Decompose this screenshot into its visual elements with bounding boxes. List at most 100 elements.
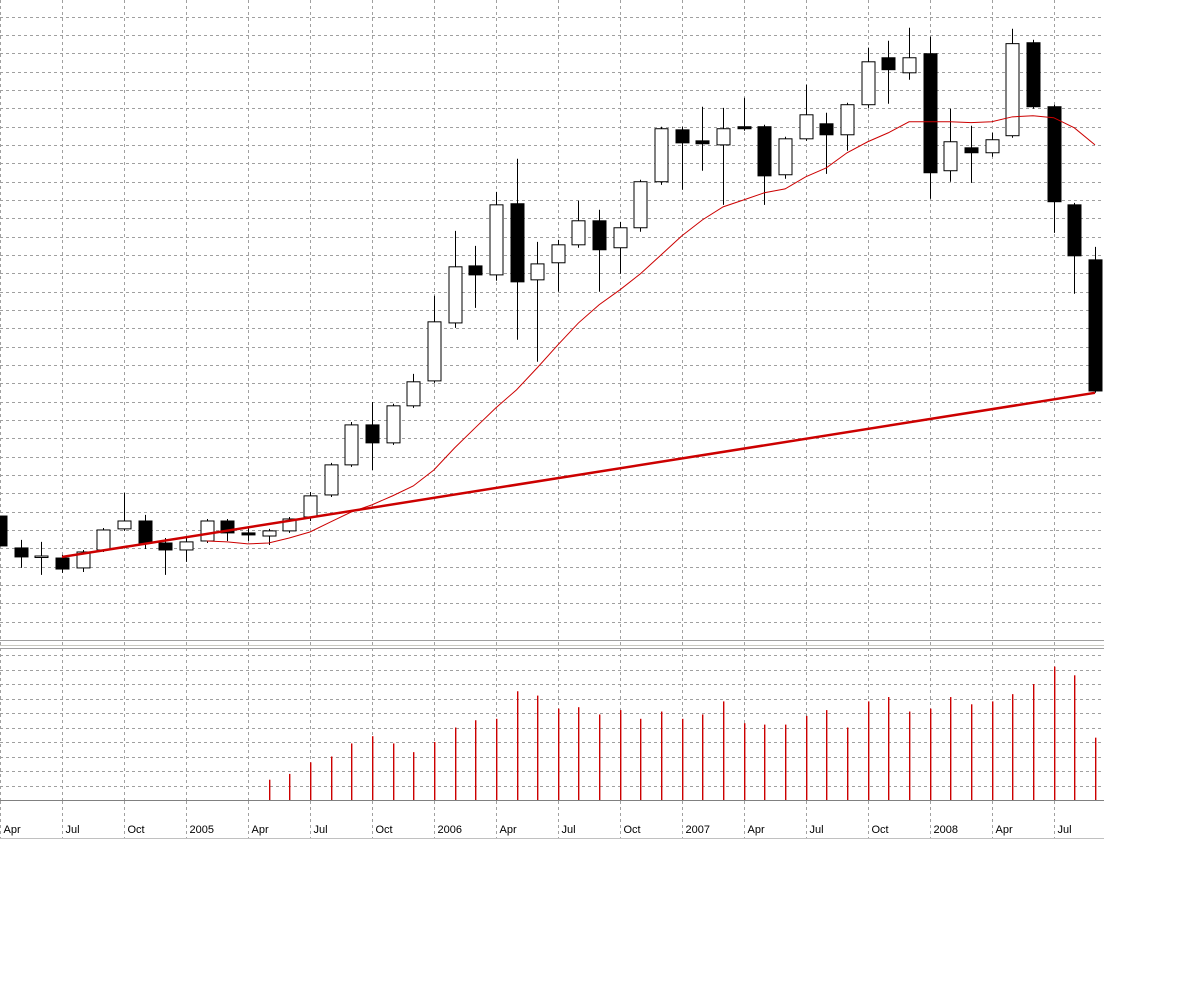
volume-bar bbox=[888, 697, 890, 800]
candle-body bbox=[489, 204, 504, 276]
volume-bar bbox=[599, 714, 601, 800]
candle-body bbox=[840, 104, 855, 136]
candle-body bbox=[324, 464, 339, 496]
volume-bar bbox=[950, 697, 952, 800]
volume-bar bbox=[496, 718, 498, 800]
candle-body bbox=[778, 138, 793, 176]
volume-bar bbox=[826, 710, 828, 800]
candle-body bbox=[55, 557, 70, 570]
candle-body bbox=[96, 529, 111, 551]
volume-bar bbox=[578, 707, 580, 800]
x-tick-label: 2006 bbox=[438, 824, 462, 836]
candle-body bbox=[985, 139, 1000, 154]
x-tick-label: Oct bbox=[624, 824, 641, 836]
x-tick-label: Jul bbox=[562, 824, 576, 836]
candle-body bbox=[757, 126, 772, 177]
volume-bar bbox=[537, 695, 539, 800]
candle-body bbox=[200, 520, 215, 542]
volume-bar bbox=[1074, 675, 1076, 800]
candle-body bbox=[799, 114, 814, 140]
volume-bar bbox=[517, 691, 519, 800]
candle-body bbox=[1026, 42, 1041, 108]
volume-bar bbox=[930, 708, 932, 800]
candle-body bbox=[1047, 106, 1062, 203]
candle-body bbox=[0, 515, 8, 547]
candle-body bbox=[448, 266, 463, 324]
volume-bar bbox=[558, 708, 560, 800]
candle-body bbox=[819, 123, 834, 136]
candle-body bbox=[1005, 43, 1020, 137]
volume-bar bbox=[661, 711, 663, 800]
candle-body bbox=[344, 424, 359, 466]
volume-bar bbox=[764, 724, 766, 800]
candle-body bbox=[427, 321, 442, 382]
candle-body bbox=[386, 405, 401, 444]
candle-body bbox=[241, 532, 256, 536]
candle-body bbox=[282, 518, 297, 532]
candle-body bbox=[695, 140, 710, 145]
candle-body bbox=[923, 53, 938, 174]
candle-body bbox=[571, 220, 586, 246]
candle-body bbox=[964, 147, 979, 154]
volume-bar bbox=[785, 724, 787, 800]
candle-body bbox=[468, 265, 483, 276]
volume-bar bbox=[640, 718, 642, 800]
x-tick-label: 2007 bbox=[686, 824, 710, 836]
volume-bar bbox=[1095, 737, 1097, 800]
candle-body bbox=[14, 547, 29, 558]
volume-bar bbox=[620, 710, 622, 800]
candle-body bbox=[138, 520, 153, 544]
candle-body bbox=[158, 542, 173, 551]
volume-bar bbox=[455, 727, 457, 800]
volume-bar bbox=[909, 711, 911, 800]
x-tick-label: Jul bbox=[66, 824, 80, 836]
candle-body bbox=[613, 227, 628, 249]
candle-body bbox=[716, 128, 731, 146]
x-tick-label: Jul bbox=[810, 824, 824, 836]
volume-bar bbox=[289, 773, 291, 800]
volume-bar bbox=[992, 701, 994, 800]
candle-body bbox=[76, 551, 91, 569]
x-tick-label: Oct bbox=[376, 824, 393, 836]
candle-body bbox=[592, 220, 607, 251]
x-tick-label: Jul bbox=[1058, 824, 1072, 836]
x-tick-label: Apr bbox=[748, 824, 765, 836]
candle-body bbox=[861, 61, 876, 106]
volume-bar bbox=[1012, 694, 1014, 800]
volume-bar bbox=[351, 743, 353, 800]
volume-bar bbox=[475, 720, 477, 800]
volume-bar bbox=[702, 714, 704, 800]
x-tick-label: Jul bbox=[314, 824, 328, 836]
x-tick-label: 2005 bbox=[190, 824, 214, 836]
volume-bar bbox=[682, 718, 684, 800]
volume-bar bbox=[1054, 666, 1056, 800]
candle-body bbox=[179, 541, 194, 551]
candle-body bbox=[1067, 204, 1082, 257]
x-tick-label: Apr bbox=[500, 824, 517, 836]
volume-bar bbox=[1033, 684, 1035, 800]
volume-bar bbox=[372, 736, 374, 800]
candle-body bbox=[1088, 259, 1103, 392]
candle-body bbox=[654, 128, 669, 183]
volume-bar bbox=[331, 756, 333, 800]
candle-body bbox=[117, 520, 132, 530]
volume-bar bbox=[847, 727, 849, 800]
x-tick-label: Apr bbox=[252, 824, 269, 836]
volume-bar bbox=[868, 701, 870, 800]
x-tick-label: Apr bbox=[996, 824, 1013, 836]
candle-body bbox=[737, 126, 752, 130]
x-tick-label: Oct bbox=[128, 824, 145, 836]
volume-bar bbox=[393, 743, 395, 800]
x-tick-label: Apr bbox=[4, 824, 21, 836]
volume-bar bbox=[744, 723, 746, 800]
candle-body bbox=[406, 381, 421, 407]
volume-bar bbox=[434, 742, 436, 800]
volume-bar bbox=[806, 715, 808, 800]
candle-body bbox=[633, 181, 648, 229]
candle-body bbox=[34, 555, 49, 559]
candle-body bbox=[551, 244, 566, 264]
x-tick-label: Oct bbox=[872, 824, 889, 836]
volume-bar bbox=[723, 701, 725, 800]
